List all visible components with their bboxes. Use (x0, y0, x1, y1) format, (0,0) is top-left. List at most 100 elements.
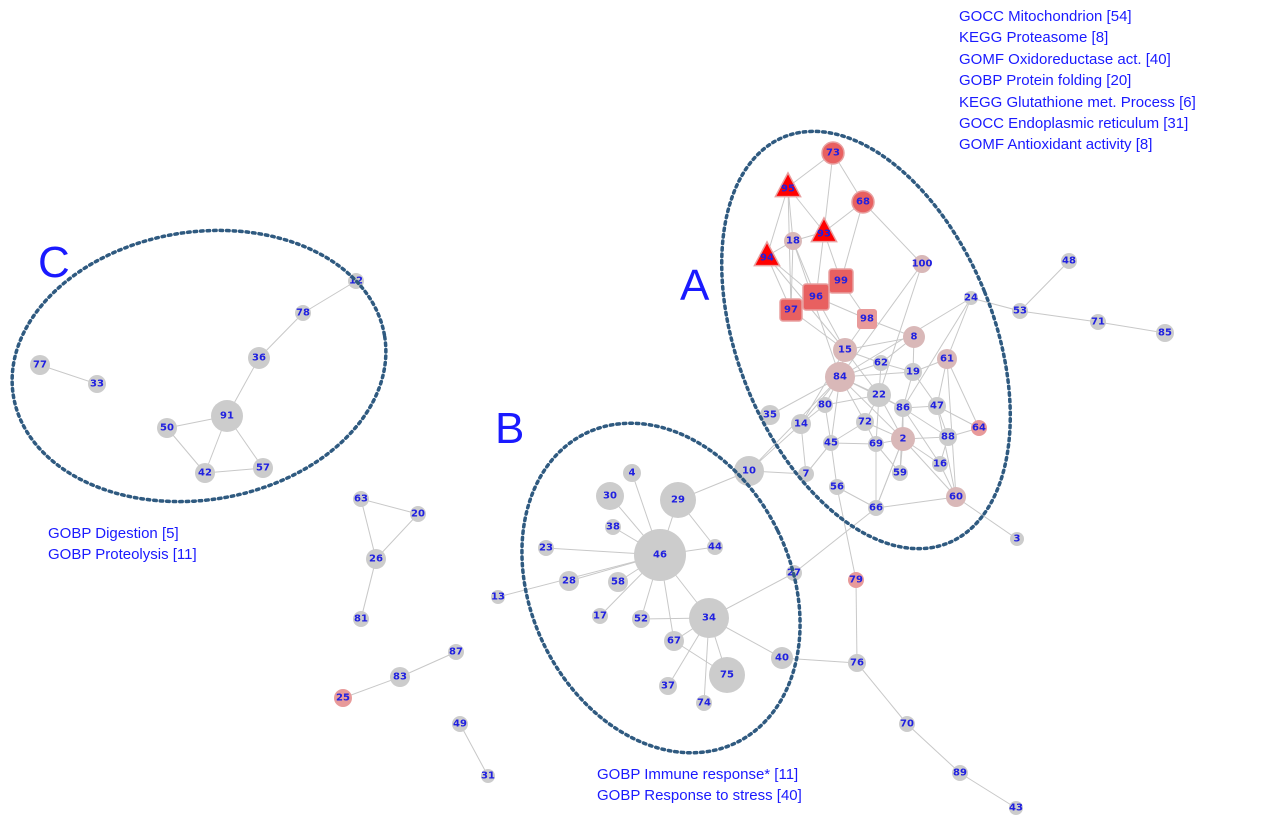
node-40[interactable]: 40 (771, 647, 793, 669)
node-35-shape (760, 405, 780, 425)
node-72-label: 72 (858, 417, 872, 428)
node-22[interactable]: 22 (867, 383, 891, 407)
node-8[interactable]: 8 (903, 326, 925, 348)
node-86-shape (894, 399, 912, 417)
node-95[interactable]: 95 (774, 171, 802, 198)
node-87[interactable]: 87 (448, 644, 464, 660)
node-15[interactable]: 15 (833, 338, 857, 362)
node-91[interactable]: 91 (211, 400, 243, 432)
node-58[interactable]: 58 (608, 572, 628, 592)
node-20[interactable]: 20 (410, 506, 426, 522)
node-69[interactable]: 69 (868, 436, 884, 452)
node-29[interactable]: 29 (660, 482, 696, 518)
node-89[interactable]: 89 (952, 765, 968, 781)
node-25[interactable]: 25 (334, 689, 352, 707)
node-96[interactable]: 96 (802, 283, 830, 311)
node-78[interactable]: 78 (295, 305, 311, 321)
node-48[interactable]: 48 (1061, 253, 1077, 269)
node-47[interactable]: 47 (928, 397, 946, 415)
node-85[interactable]: 85 (1156, 324, 1174, 342)
node-67[interactable]: 67 (664, 631, 684, 651)
node-84-shape (825, 362, 855, 392)
node-84[interactable]: 84 (825, 362, 855, 392)
node-73[interactable]: 73 (821, 141, 845, 165)
node-72[interactable]: 72 (856, 413, 874, 431)
edge-71-85 (1097, 321, 1166, 334)
node-18-label: 18 (786, 236, 800, 247)
node-17[interactable]: 17 (592, 608, 608, 624)
node-34[interactable]: 34 (689, 598, 729, 638)
node-100[interactable]: 100 (912, 255, 933, 273)
node-76[interactable]: 76 (848, 654, 866, 672)
node-43[interactable]: 43 (1009, 801, 1023, 815)
node-88[interactable]: 88 (939, 428, 957, 446)
node-13[interactable]: 13 (491, 590, 505, 604)
node-83[interactable]: 83 (390, 667, 410, 687)
node-3[interactable]: 3 (1010, 532, 1024, 546)
node-56[interactable]: 56 (829, 479, 845, 495)
node-81-label: 81 (354, 614, 368, 625)
node-38[interactable]: 38 (605, 519, 621, 535)
node-61[interactable]: 61 (937, 349, 957, 369)
node-97[interactable]: 97 (779, 298, 803, 322)
node-64[interactable]: 64 (971, 420, 987, 436)
node-66[interactable]: 66 (868, 500, 884, 516)
node-10[interactable]: 10 (734, 456, 764, 486)
node-35[interactable]: 35 (760, 405, 780, 425)
node-94[interactable]: 94 (753, 240, 781, 267)
edge-63-20 (360, 498, 419, 515)
node-28-label: 28 (562, 576, 576, 587)
edge-89-43 (959, 772, 1017, 809)
node-24[interactable]: 24 (964, 291, 978, 305)
node-98[interactable]: 98 (857, 309, 877, 329)
node-77-shape (30, 355, 50, 375)
node-77[interactable]: 77 (30, 355, 50, 375)
node-81[interactable]: 81 (353, 611, 369, 627)
node-30[interactable]: 30 (596, 482, 624, 510)
node-49[interactable]: 49 (452, 716, 468, 732)
node-18[interactable]: 18 (784, 232, 802, 250)
node-57[interactable]: 57 (253, 458, 273, 478)
node-31[interactable]: 31 (481, 769, 495, 783)
node-94-shape (753, 240, 781, 267)
node-58-label: 58 (611, 577, 625, 588)
node-42-label: 42 (198, 468, 212, 479)
node-46[interactable]: 46 (634, 529, 686, 581)
node-16[interactable]: 16 (932, 456, 948, 472)
node-19[interactable]: 19 (904, 363, 922, 381)
node-70[interactable]: 70 (899, 716, 915, 732)
node-33[interactable]: 33 (88, 375, 106, 393)
node-42[interactable]: 42 (195, 463, 215, 483)
node-2[interactable]: 2 (891, 427, 915, 451)
node-78-label: 78 (296, 308, 310, 319)
node-75[interactable]: 75 (709, 657, 745, 693)
node-44[interactable]: 44 (707, 539, 723, 555)
node-45[interactable]: 45 (823, 435, 839, 451)
node-4[interactable]: 4 (623, 464, 641, 482)
node-50[interactable]: 50 (157, 418, 177, 438)
node-74-shape (696, 695, 712, 711)
cluster-a-letter: A (680, 261, 710, 310)
node-23[interactable]: 23 (538, 540, 554, 556)
node-53[interactable]: 53 (1012, 303, 1028, 319)
edge-2-60 (902, 438, 957, 498)
node-52[interactable]: 52 (632, 610, 650, 628)
node-37[interactable]: 37 (659, 677, 677, 695)
node-59[interactable]: 59 (892, 465, 908, 481)
node-63[interactable]: 63 (353, 491, 369, 507)
node-93[interactable]: 93 (810, 216, 838, 243)
node-14[interactable]: 14 (791, 414, 811, 434)
node-28[interactable]: 28 (559, 571, 579, 591)
node-80[interactable]: 80 (817, 397, 833, 413)
node-68[interactable]: 68 (851, 190, 875, 214)
node-78-shape (295, 305, 311, 321)
node-26[interactable]: 26 (366, 549, 386, 569)
node-79[interactable]: 79 (848, 572, 864, 588)
node-36[interactable]: 36 (248, 347, 270, 369)
node-99[interactable]: 99 (828, 268, 854, 294)
node-74[interactable]: 74 (696, 695, 712, 711)
node-62[interactable]: 62 (873, 355, 889, 371)
node-86[interactable]: 86 (894, 399, 912, 417)
node-71[interactable]: 71 (1090, 314, 1106, 330)
node-60[interactable]: 60 (946, 487, 966, 507)
